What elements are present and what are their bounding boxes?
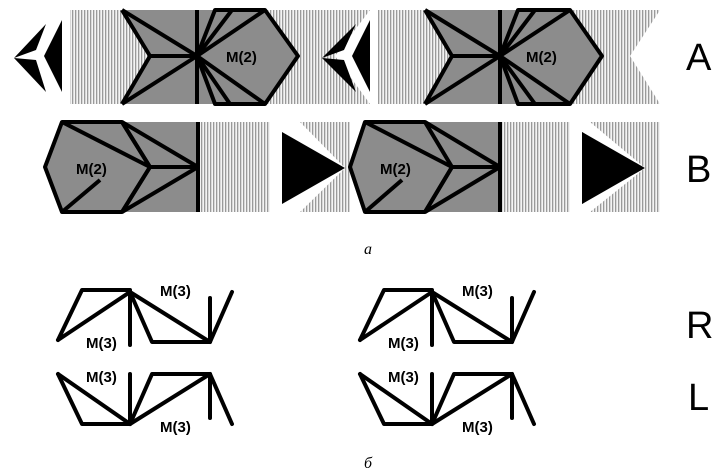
row-a-outline-1 [120,8,300,106]
row-a-gray-block-2b [500,10,602,104]
row-b-black-triangle-2-top [582,132,640,204]
row-a-hatch-4 [570,10,660,104]
row-label-r: R [686,305,713,347]
row-a-triangle-fan-2 [322,20,370,92]
row-a-hatch-2 [265,10,370,104]
row-a-strip: M(2) M(2) [14,8,660,106]
row-b-outline-1 [43,120,200,214]
row-l-label-m3-bottom-1: M(3) [160,419,191,436]
row-b-hatch-3 [590,122,660,212]
row-a-gray-block-1b [197,10,298,104]
row-a-hatch-1 [70,10,150,104]
row-b-label-m2-1: M(2) [76,161,107,178]
row-b-black-triangle-1 [282,132,345,204]
row-b-hatch-2 [500,122,570,212]
row-l-motif-1 [56,372,234,426]
caption-b: б [364,455,373,472]
row-label-l: L [688,377,709,419]
row-a-outline-2 [423,8,604,106]
row-r-label-m3-bottom-2: M(3) [388,335,419,352]
row-r-label-m3-top-2: M(3) [462,283,493,300]
row-b-hatch-mid [300,122,350,212]
row-a-label-m2-1: M(2) [226,49,257,66]
row-l-motif-2 [358,372,536,426]
row-label-b: B [686,149,711,191]
row-b-strip: M(2) M(2) [43,120,660,214]
row-l-label-m3-top-2: M(3) [388,369,419,386]
row-b-outline-2 [348,120,502,214]
row-r-motif-1 [56,288,234,347]
row-a-hatch-3 [378,10,452,104]
row-l-label-m3-top-1: M(3) [86,369,117,386]
row-b-label-m2-2: M(2) [380,161,411,178]
row-b-hatch-1 [198,122,270,212]
row-label-a: A [686,37,712,79]
row-a-label-m2-2: M(2) [526,49,557,66]
row-r-motif-2 [358,288,536,347]
row-r-label-m3-top-1: M(3) [160,283,191,300]
row-a-triangle-fan-1 [14,20,62,92]
row-l-label-m3-bottom-2: M(3) [462,419,493,436]
caption-a: а [364,241,372,258]
row-r-label-m3-bottom-1: M(3) [86,335,117,352]
